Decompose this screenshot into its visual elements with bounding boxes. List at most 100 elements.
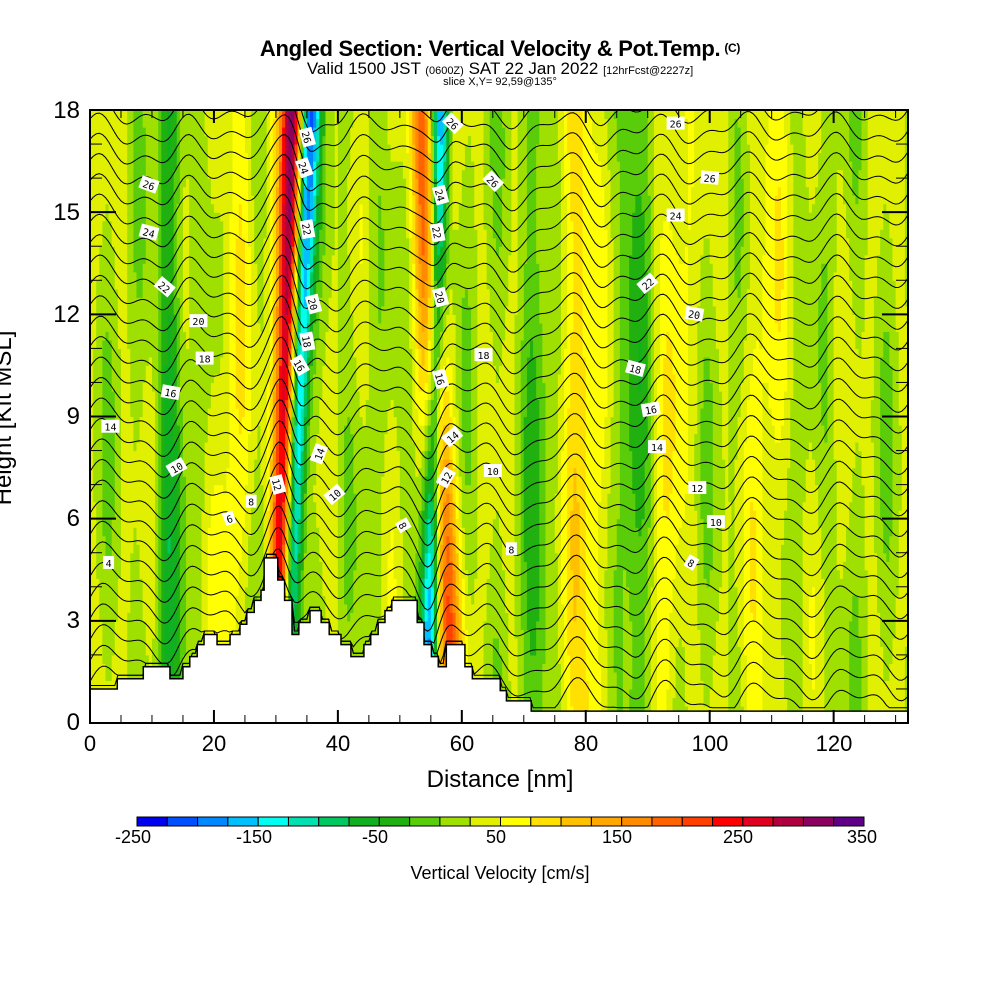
theta-contour: [90, 378, 908, 438]
field-cell: [846, 527, 850, 723]
field-cell: [402, 110, 407, 179]
field-cell: [762, 110, 767, 256]
field-cell: [114, 620, 119, 723]
field-cell: [105, 110, 110, 205]
field-cell: [706, 586, 711, 707]
field-cell: [576, 110, 581, 503]
field-cell: [440, 305, 444, 332]
field-cell: [489, 544, 494, 682]
field-cell: [502, 339, 506, 571]
field-cell: [269, 110, 274, 375]
field-cell: [415, 110, 420, 179]
field-cell: [313, 373, 317, 486]
colorbar-bin: [802, 816, 835, 827]
field-cell: [678, 637, 683, 723]
field-cell: [313, 110, 317, 128]
field-cell: [359, 203, 364, 264]
field-cell: [765, 110, 770, 145]
contour-label: 26: [299, 126, 316, 148]
field-cell: [663, 510, 667, 723]
field-cell: [297, 195, 302, 213]
field-cell: [684, 246, 689, 494]
title-mark: (C): [724, 41, 741, 55]
field-cell: [285, 544, 289, 579]
field-cell: [418, 561, 423, 622]
field-cell: [353, 110, 358, 358]
field-cell: [111, 246, 116, 392]
field-cell: [650, 110, 655, 588]
field-cell: [768, 110, 773, 409]
field-cell: [297, 331, 302, 375]
field-cell: [780, 110, 785, 239]
field-cell: [322, 365, 327, 596]
field-cell: [173, 110, 178, 171]
field-cell: [130, 416, 134, 554]
x-tick-label: 60: [449, 731, 475, 756]
field-cell: [734, 586, 739, 723]
field-cell: [306, 356, 311, 392]
field-cell: [870, 399, 875, 443]
field-cell: [870, 442, 875, 723]
field-cell: [520, 110, 525, 341]
field-cell: [774, 195, 779, 324]
field-cell: [889, 110, 894, 239]
plot-frame: [89, 109, 909, 724]
field-cell: [229, 110, 234, 213]
contour-label: 24: [666, 208, 685, 223]
field-cell: [790, 399, 794, 723]
field-cell: [458, 476, 463, 528]
y-tick-label: 6: [66, 505, 80, 532]
field-cell: [294, 271, 299, 290]
field-cell: [529, 110, 534, 341]
field-cell: [316, 118, 320, 162]
field-cell: [430, 203, 435, 349]
theta-contour: [90, 174, 908, 232]
field-cell: [601, 110, 605, 188]
field-cell: [263, 237, 268, 588]
field-cell: [421, 254, 426, 298]
field-cell: [864, 110, 869, 256]
field-cell: [440, 544, 444, 579]
contour-label: 20: [432, 286, 450, 308]
field-cell: [142, 127, 147, 264]
field-cell: [520, 339, 525, 630]
contour-label-text: 24: [670, 212, 682, 223]
field-cell: [570, 569, 574, 707]
contour-label-text: 18: [299, 335, 312, 349]
field-cell: [285, 399, 289, 435]
field-cell: [818, 527, 822, 723]
field-cell: [790, 110, 794, 145]
colorbar-bin: [590, 816, 623, 827]
field-cell: [306, 263, 311, 298]
field-cell: [787, 110, 791, 469]
contour-label-box: [688, 481, 707, 495]
field-cell: [849, 110, 853, 162]
field-cell: [443, 237, 447, 273]
contour-label-text: 26: [703, 174, 716, 186]
field-cell: [784, 110, 788, 137]
field-cell: [207, 110, 212, 179]
field-cell: [697, 110, 702, 307]
contour-label: 18: [474, 348, 493, 362]
field-cell: [244, 110, 249, 154]
field-cell: [570, 220, 574, 332]
field-cell: [629, 688, 633, 723]
valid-utc: (0600Z): [425, 65, 464, 77]
field-cell: [660, 237, 664, 723]
field-cell: [446, 535, 451, 596]
field-cell: [415, 288, 420, 349]
field-cell: [282, 203, 286, 426]
field-cell: [743, 442, 748, 656]
field-cell: [877, 612, 881, 723]
field-cell: [560, 603, 565, 723]
field-cell: [886, 680, 891, 723]
field-cell: [297, 135, 302, 154]
field-cell: [248, 110, 252, 247]
field-cell: [771, 110, 776, 426]
field-cell: [604, 110, 609, 120]
field-cell: [753, 348, 757, 511]
field-cell: [753, 620, 757, 723]
field-cell: [564, 348, 568, 690]
field-cell: [282, 110, 286, 128]
field-cell: [396, 161, 401, 452]
